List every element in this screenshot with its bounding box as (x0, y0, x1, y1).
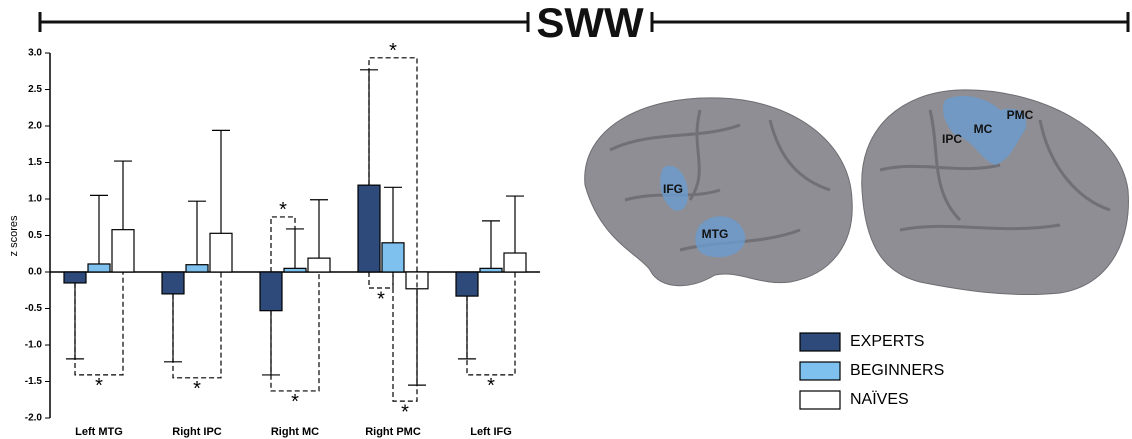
significance-label: * (95, 375, 103, 397)
y-tick-label: -2.0 (25, 413, 43, 424)
brain-label: PMC (1007, 108, 1034, 122)
y-axis-label: z scores (8, 215, 20, 256)
significance-label: * (377, 288, 385, 310)
legend-swatch (799, 361, 841, 381)
error-bar (90, 194, 108, 264)
bar (209, 232, 233, 273)
bar (503, 252, 527, 273)
y-tick-label: 1.0 (28, 194, 42, 205)
significance-label: * (389, 40, 397, 62)
significance-label: * (279, 199, 287, 221)
bar (357, 184, 381, 273)
x-tick-label: Left MTG (75, 426, 123, 438)
bar (381, 242, 405, 273)
bar (111, 229, 135, 273)
error-bar (286, 228, 304, 269)
error-bar (384, 186, 402, 243)
bar (63, 271, 87, 284)
y-tick-label: 2.0 (28, 121, 42, 132)
legend-label: EXPERTS (850, 333, 924, 350)
legend-label: BEGINNERS (850, 362, 944, 379)
bar (87, 263, 111, 273)
bar (259, 271, 283, 312)
significance-bracket (368, 57, 418, 386)
significance-bracket (74, 272, 124, 376)
x-tick-label: Left IFG (470, 426, 512, 438)
brain-left (584, 97, 853, 287)
title-rule (38, 12, 1130, 32)
bar (161, 271, 185, 295)
brain-right (861, 89, 1129, 296)
significance-label: * (487, 375, 495, 397)
error-bar (212, 129, 230, 234)
chart-title: SWW (536, 0, 644, 46)
error-bar (114, 160, 132, 230)
y-tick-label: 0.5 (28, 230, 42, 241)
bar (307, 257, 331, 273)
y-tick-label: 1.5 (28, 157, 42, 168)
error-bar (310, 199, 328, 259)
bar (283, 267, 307, 273)
y-tick-label: 3.0 (28, 48, 42, 59)
y-tick-label: -0.5 (25, 303, 43, 314)
y-tick-label: 2.5 (28, 84, 42, 95)
significance-label: * (193, 378, 201, 400)
legend-swatch (799, 390, 841, 410)
brain-label: IPC (942, 132, 962, 146)
significance-bracket (172, 272, 222, 379)
legend-swatch (799, 332, 841, 352)
error-bar (482, 220, 500, 269)
significance-bracket (270, 216, 296, 272)
brain-label: IFG (663, 182, 683, 196)
y-tick-label: -1.5 (25, 376, 43, 387)
x-tick-label: Right IPC (172, 426, 222, 438)
bar (479, 267, 503, 273)
brain-label: MTG (702, 227, 729, 241)
significance-bracket (392, 272, 418, 402)
y-tick-label: 0.0 (28, 267, 42, 278)
significance-bracket (368, 272, 394, 289)
legend-label: NAÏVES (850, 390, 909, 408)
bar (185, 264, 209, 273)
brain-label: MC (974, 122, 993, 136)
error-bar (188, 200, 206, 265)
significance-bracket (466, 272, 516, 376)
x-tick-label: Right PMC (365, 426, 421, 438)
y-tick-label: -1.0 (25, 340, 43, 351)
significance-label: * (401, 401, 409, 423)
significance-label: * (291, 391, 299, 413)
significance-bracket (270, 272, 320, 392)
bar (455, 271, 479, 297)
error-bar (506, 195, 524, 254)
x-tick-label: Right MC (271, 426, 319, 438)
